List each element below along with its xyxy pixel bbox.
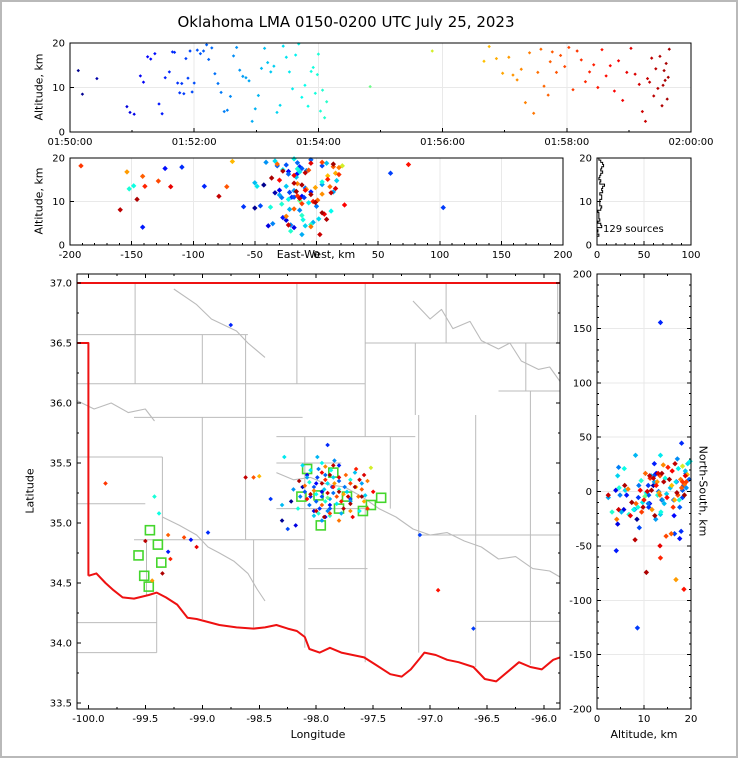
svg-text:0: 0 bbox=[586, 487, 592, 498]
panel-alt_histogram: 0 50 100 0 10 20 bbox=[579, 154, 700, 262]
lma-station-marker bbox=[296, 491, 307, 502]
lma-station-marker bbox=[315, 520, 327, 531]
svg-text:0: 0 bbox=[59, 241, 65, 252]
svg-text:0: 0 bbox=[313, 250, 319, 261]
svg-text:100: 100 bbox=[573, 378, 592, 389]
time-panel-ylabel: Altitude, km bbox=[32, 53, 46, 121]
svg-text:150: 150 bbox=[573, 324, 592, 335]
ew-panel-xlabel: East-West, km bbox=[276, 248, 356, 261]
ew-panel-ylabel: Altitude, km bbox=[32, 167, 46, 235]
svg-text:100: 100 bbox=[430, 250, 449, 261]
lma-station-marker bbox=[155, 557, 167, 568]
svg-text:20: 20 bbox=[685, 714, 698, 725]
svg-text:0: 0 bbox=[59, 128, 65, 139]
svg-text:-150: -150 bbox=[569, 650, 592, 661]
svg-text:200: 200 bbox=[573, 270, 592, 281]
svg-text:20: 20 bbox=[52, 154, 65, 165]
svg-text:200: 200 bbox=[553, 250, 572, 261]
svg-text:-50: -50 bbox=[247, 250, 263, 261]
ns-panel-ylabel: North-South, km bbox=[696, 445, 710, 537]
svg-text:02:00:00: 02:00:00 bbox=[669, 137, 714, 148]
lma-station-marker bbox=[375, 492, 387, 504]
lma-station-marker bbox=[152, 539, 164, 550]
svg-text:10: 10 bbox=[638, 714, 651, 725]
svg-text:34.5: 34.5 bbox=[50, 579, 72, 590]
svg-text:35.5: 35.5 bbox=[50, 459, 72, 470]
svg-text:10: 10 bbox=[579, 197, 592, 208]
svg-text:50: 50 bbox=[372, 250, 385, 261]
svg-text:-98.0: -98.0 bbox=[303, 714, 329, 725]
map-ylabel: Latitude bbox=[23, 468, 37, 514]
svg-text:-100: -100 bbox=[569, 596, 592, 607]
svg-text:100: 100 bbox=[681, 250, 700, 261]
svg-text:10: 10 bbox=[52, 197, 65, 208]
svg-text:33.5: 33.5 bbox=[50, 699, 72, 710]
svg-text:-96.0: -96.0 bbox=[531, 714, 557, 725]
svg-text:-200: -200 bbox=[569, 705, 592, 716]
scatter-points-map bbox=[103, 322, 476, 631]
svg-text:20: 20 bbox=[579, 154, 592, 165]
svg-text:0: 0 bbox=[586, 241, 592, 252]
svg-text:01:50:00: 01:50:00 bbox=[48, 137, 93, 148]
lma-station-marker bbox=[143, 581, 155, 592]
svg-text:10: 10 bbox=[52, 83, 65, 94]
panel-map: -100.0 -99.5 -99.0 -98.5 -98.0 -97.5 -97.0 -96.… bbox=[50, 273, 561, 725]
svg-text:-99.5: -99.5 bbox=[132, 714, 158, 725]
panel-alt_vs_time: 01:50:00 01:52:00 01:54:00 01:56:00 01:58:00… bbox=[48, 39, 714, 149]
svg-text:-97.5: -97.5 bbox=[360, 714, 386, 725]
svg-text:01:56:00: 01:56:00 bbox=[420, 137, 465, 148]
svg-text:-100.0: -100.0 bbox=[72, 714, 104, 725]
lma-station-marker bbox=[365, 499, 377, 511]
svg-text:-100: -100 bbox=[182, 250, 205, 261]
lma-station-marker bbox=[144, 524, 156, 536]
svg-text:-50: -50 bbox=[576, 541, 592, 552]
source-count-label: 129 sources bbox=[603, 224, 664, 235]
ns-panel-xlabel: Altitude, km bbox=[610, 728, 678, 741]
scatter-points-alt_vs_time bbox=[76, 42, 671, 124]
svg-text:-150: -150 bbox=[120, 250, 143, 261]
svg-text:-98.5: -98.5 bbox=[246, 714, 272, 725]
svg-text:01:58:00: 01:58:00 bbox=[544, 137, 589, 148]
scatter-points-ns_vs_alt bbox=[605, 319, 693, 631]
panel-alt_vs_ew: -200 -150 -100 -50 0 50 100 150 200 0 10 20 bbox=[52, 154, 572, 262]
svg-text:37.0: 37.0 bbox=[50, 279, 72, 290]
lma-station-marker bbox=[133, 550, 144, 561]
svg-text:35.0: 35.0 bbox=[50, 519, 72, 530]
svg-text:0: 0 bbox=[594, 250, 600, 261]
svg-text:-99.0: -99.0 bbox=[189, 714, 215, 725]
svg-text:-97.0: -97.0 bbox=[417, 714, 443, 725]
svg-text:34.0: 34.0 bbox=[50, 639, 72, 650]
svg-text:50: 50 bbox=[579, 433, 592, 444]
svg-text:150: 150 bbox=[492, 250, 511, 261]
svg-text:-96.5: -96.5 bbox=[474, 714, 500, 725]
panel-ns_vs_alt: 0 10 20 -200 -150 -100 -50 0 50 100 150 200 bbox=[569, 270, 697, 726]
scatter-points-alt_vs_ew bbox=[78, 156, 446, 238]
page-title: Oklahoma LMA 0150-0200 UTC July 25, 2023 bbox=[177, 13, 515, 31]
map-xlabel: Longitude bbox=[290, 728, 346, 741]
svg-text:-200: -200 bbox=[59, 250, 82, 261]
svg-text:36.5: 36.5 bbox=[50, 339, 72, 350]
svg-text:01:52:00: 01:52:00 bbox=[172, 137, 217, 148]
svg-text:20: 20 bbox=[52, 39, 65, 50]
lma-station-marker bbox=[138, 570, 150, 582]
svg-text:0: 0 bbox=[594, 714, 600, 725]
svg-text:36.0: 36.0 bbox=[50, 399, 72, 410]
svg-text:50: 50 bbox=[638, 250, 651, 261]
svg-text:01:54:00: 01:54:00 bbox=[296, 137, 341, 148]
